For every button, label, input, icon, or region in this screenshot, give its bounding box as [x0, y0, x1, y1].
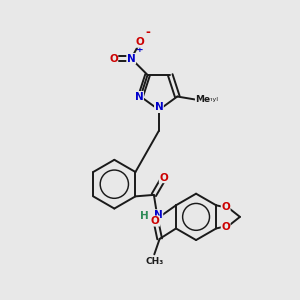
Text: O: O	[151, 216, 160, 226]
Text: N: N	[135, 92, 143, 101]
Text: methyl: methyl	[196, 97, 219, 102]
Text: N: N	[154, 103, 163, 112]
Text: O: O	[109, 54, 118, 64]
Text: +: +	[136, 45, 143, 54]
Text: O: O	[221, 222, 230, 232]
Text: N: N	[154, 210, 163, 220]
Text: O: O	[159, 172, 168, 183]
Text: H: H	[140, 211, 148, 221]
Text: N: N	[127, 54, 136, 64]
Text: -: -	[146, 26, 150, 39]
Text: CH₃: CH₃	[145, 257, 164, 266]
Text: O: O	[136, 37, 145, 47]
Text: O: O	[221, 202, 230, 212]
Text: Me: Me	[195, 95, 210, 104]
